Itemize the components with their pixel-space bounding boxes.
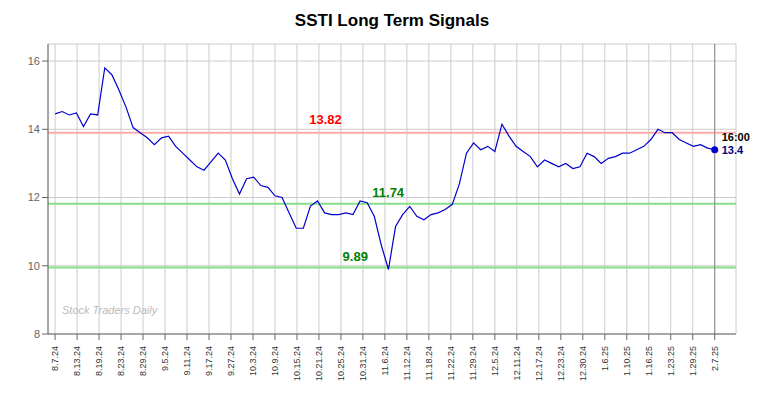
svg-text:1.29.25: 1.29.25	[688, 346, 698, 376]
svg-text:10.15.24: 10.15.24	[292, 346, 302, 381]
svg-text:11.6.24: 11.6.24	[380, 346, 390, 375]
svg-text:1.6.25: 1.6.25	[600, 346, 610, 371]
svg-text:13.82: 13.82	[309, 112, 342, 127]
svg-text:16: 16	[28, 55, 40, 67]
svg-text:11.29.24: 11.29.24	[468, 346, 478, 380]
svg-text:14: 14	[28, 123, 40, 135]
svg-text:11.74: 11.74	[372, 185, 405, 200]
svg-text:12.17.24: 12.17.24	[534, 346, 544, 381]
svg-text:12: 12	[28, 191, 40, 203]
svg-text:8: 8	[34, 328, 40, 340]
svg-text:9.89: 9.89	[343, 249, 368, 264]
svg-text:10.25.24: 10.25.24	[336, 346, 346, 381]
svg-text:9.17.24: 9.17.24	[204, 346, 214, 376]
svg-text:12.23.24: 12.23.24	[556, 346, 566, 381]
svg-text:8.7.24: 8.7.24	[50, 346, 60, 371]
svg-text:2.7.25: 2.7.25	[710, 346, 720, 371]
svg-text:10.21.24: 10.21.24	[314, 346, 324, 381]
svg-text:9.11.24: 9.11.24	[182, 346, 192, 375]
svg-text:10.31.24: 10.31.24	[358, 346, 368, 381]
svg-text:8.13.24: 8.13.24	[72, 346, 82, 376]
html-text:Stock Traders Daily: Stock Traders Daily	[62, 304, 158, 316]
svg-text:1.23.25: 1.23.25	[666, 346, 676, 376]
svg-text:10.3.24: 10.3.24	[248, 346, 258, 376]
svg-text:12.5.24: 12.5.24	[490, 346, 500, 376]
svg-text:8.23.24: 8.23.24	[116, 346, 126, 376]
svg-text:13.4: 13.4	[722, 144, 744, 156]
svg-text:8.19.24: 8.19.24	[94, 346, 104, 376]
svg-text:8.29.24: 8.29.24	[138, 346, 148, 376]
svg-text:16:00: 16:00	[722, 131, 750, 143]
svg-text:12.11.24: 12.11.24	[512, 346, 522, 380]
svg-text:11.18.24: 11.18.24	[424, 346, 434, 380]
svg-text:9.5.24: 9.5.24	[160, 346, 170, 371]
svg-text:12.30.24: 12.30.24	[578, 346, 588, 381]
svg-text:10.9.24: 10.9.24	[270, 346, 280, 376]
svg-text:11.22.24: 11.22.24	[446, 346, 456, 380]
html-text:SSTI Long Term Signals: SSTI Long Term Signals	[294, 11, 490, 30]
svg-text:10: 10	[28, 260, 40, 272]
svg-text:9.27.24: 9.27.24	[226, 346, 236, 376]
svg-text:11.12.24: 11.12.24	[402, 346, 412, 380]
svg-text:1.16.25: 1.16.25	[644, 346, 654, 376]
svg-text:1.10.25: 1.10.25	[622, 346, 632, 376]
